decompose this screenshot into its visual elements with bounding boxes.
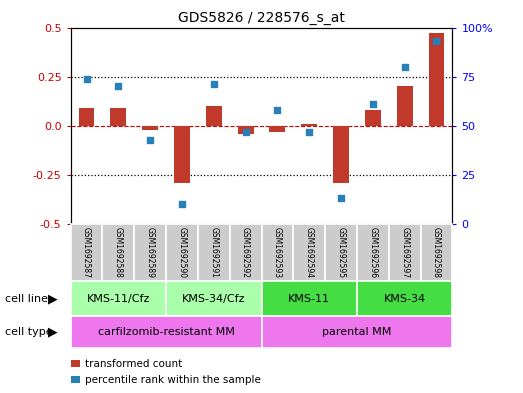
- Text: KMS-11/Cfz: KMS-11/Cfz: [87, 294, 150, 304]
- Title: GDS5826 / 228576_s_at: GDS5826 / 228576_s_at: [178, 11, 345, 25]
- Text: carfilzomib-resistant MM: carfilzomib-resistant MM: [98, 327, 234, 337]
- Point: [401, 64, 409, 70]
- Point: [273, 107, 281, 113]
- Bar: [333, 126, 349, 183]
- Bar: [262, 224, 293, 281]
- Bar: [262, 316, 452, 348]
- Point: [433, 38, 441, 44]
- Bar: [110, 108, 126, 126]
- Point: [82, 75, 90, 82]
- Point: [337, 195, 345, 202]
- Bar: [71, 316, 262, 348]
- Bar: [269, 126, 286, 132]
- Text: cell line: cell line: [5, 294, 48, 304]
- Text: transformed count: transformed count: [85, 359, 183, 369]
- Bar: [134, 224, 166, 281]
- Bar: [78, 108, 95, 126]
- Bar: [166, 281, 262, 316]
- Point: [146, 136, 154, 143]
- Bar: [103, 224, 134, 281]
- Bar: [198, 224, 230, 281]
- Point: [242, 129, 250, 135]
- Point: [369, 101, 377, 107]
- Bar: [325, 224, 357, 281]
- Text: GSM1692590: GSM1692590: [177, 227, 187, 278]
- Bar: [397, 86, 413, 126]
- Bar: [230, 224, 262, 281]
- Text: KMS-34: KMS-34: [383, 294, 426, 304]
- Bar: [389, 224, 420, 281]
- Point: [178, 201, 186, 208]
- Point: [114, 83, 122, 90]
- Text: GSM1692596: GSM1692596: [368, 227, 378, 278]
- Text: ▶: ▶: [48, 292, 57, 305]
- Text: GSM1692589: GSM1692589: [145, 227, 155, 278]
- Text: GSM1692587: GSM1692587: [82, 227, 91, 278]
- Bar: [428, 33, 445, 126]
- Text: ▶: ▶: [48, 325, 57, 339]
- Text: GSM1692593: GSM1692593: [273, 227, 282, 278]
- Text: GSM1692597: GSM1692597: [400, 227, 409, 278]
- Bar: [71, 224, 103, 281]
- Bar: [206, 106, 222, 126]
- Bar: [293, 224, 325, 281]
- Text: KMS-11: KMS-11: [288, 294, 330, 304]
- Text: KMS-34/Cfz: KMS-34/Cfz: [182, 294, 245, 304]
- Point: [210, 81, 218, 88]
- Text: GSM1692594: GSM1692594: [305, 227, 314, 278]
- Bar: [301, 124, 317, 126]
- Bar: [420, 224, 452, 281]
- Text: GSM1692598: GSM1692598: [432, 227, 441, 278]
- Point: [305, 129, 313, 135]
- Text: GSM1692592: GSM1692592: [241, 227, 250, 278]
- Text: GSM1692588: GSM1692588: [114, 227, 123, 278]
- Bar: [71, 281, 166, 316]
- Text: GSM1692595: GSM1692595: [336, 227, 346, 278]
- Bar: [166, 224, 198, 281]
- Text: GSM1692591: GSM1692591: [209, 227, 218, 278]
- Text: percentile rank within the sample: percentile rank within the sample: [85, 375, 261, 385]
- Text: parental MM: parental MM: [322, 327, 392, 337]
- Bar: [237, 126, 254, 134]
- Bar: [365, 110, 381, 126]
- Bar: [142, 126, 158, 130]
- Bar: [262, 281, 357, 316]
- Bar: [357, 281, 452, 316]
- Bar: [357, 224, 389, 281]
- Text: cell type: cell type: [5, 327, 53, 337]
- Bar: [174, 126, 190, 183]
